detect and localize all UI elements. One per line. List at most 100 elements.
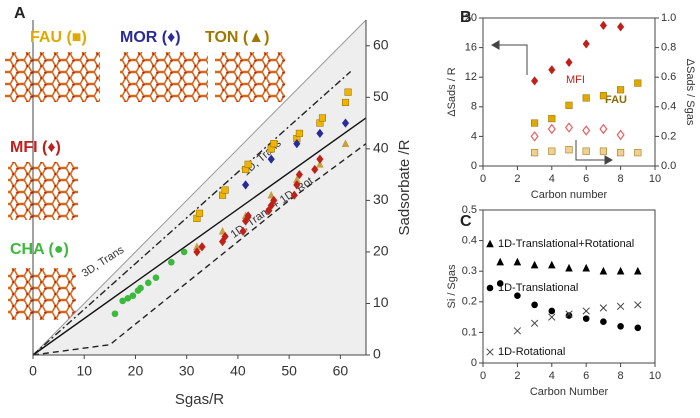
marker: [513, 257, 522, 266]
marker: [617, 149, 625, 157]
marker: [548, 307, 556, 315]
marker: [293, 180, 301, 190]
marker: [565, 146, 573, 154]
marker: [548, 260, 556, 269]
marker: [144, 279, 152, 287]
x-tick-label: 0: [29, 363, 37, 379]
marker: [244, 160, 252, 168]
model-line: [32, 117, 367, 356]
y-tick-label: 0.3: [462, 265, 477, 277]
marker: [531, 301, 538, 309]
marker: [634, 301, 642, 309]
marker: [548, 147, 556, 155]
marker: [290, 190, 298, 200]
x-tick-label: 4: [549, 173, 555, 185]
x-tick-label: 40: [230, 363, 246, 379]
y-tick-label: 60: [373, 36, 389, 52]
marker: [270, 195, 278, 206]
marker: [137, 284, 144, 292]
marker: [318, 114, 327, 122]
marker: [496, 257, 504, 266]
marker: [634, 266, 642, 275]
marker: [547, 123, 556, 135]
x-axis-label: Sgas/R: [175, 391, 224, 408]
panel-label: B: [460, 9, 472, 26]
x-tick-label: 10: [649, 173, 661, 185]
marker: [531, 149, 539, 157]
panel: C 0 2 4 6 8 10 0 0.1 0.2 0.3 0.4 0.5 Carbon Number Si …: [446, 204, 661, 398]
series-label: 1D-Translational+Rotational: [498, 238, 634, 250]
marker: [634, 324, 642, 332]
y-tick-label: 8: [471, 101, 477, 113]
marker: [582, 315, 590, 322]
marker: [600, 318, 607, 325]
marker: [582, 39, 590, 49]
x-tick-label: 10: [649, 370, 661, 382]
marker: [496, 280, 504, 287]
axis-frame: [482, 17, 656, 167]
marker: [195, 209, 204, 217]
marker: [582, 263, 590, 272]
arrows-b: [490, 40, 614, 165]
series-label: TON (▲): [205, 29, 269, 46]
x-tick-label: 10: [76, 363, 92, 379]
marker: [599, 20, 608, 31]
mfi-structure: [8, 162, 78, 220]
panel-label: C: [460, 213, 472, 230]
x-tick-label: 8: [618, 370, 624, 382]
cha-structure: [8, 268, 76, 320]
y2-tick-label: 0.0: [661, 160, 676, 172]
marker: [582, 125, 591, 136]
y-tick-label: 10: [373, 294, 389, 310]
marker: [548, 115, 556, 123]
marker: [311, 164, 319, 175]
model-line: [32, 71, 352, 356]
arrowhead: [490, 40, 500, 50]
marker: [514, 292, 521, 299]
marker: [193, 247, 201, 257]
marker: [617, 86, 625, 94]
marker: [634, 79, 642, 87]
y-axis-label: ΔSads / R: [446, 67, 458, 117]
marker: [193, 242, 201, 251]
marker: [267, 154, 275, 164]
marker: [564, 122, 574, 133]
marker: [582, 307, 590, 315]
y-tick-label: 0.2: [462, 296, 477, 308]
arrow: [575, 140, 612, 161]
marker: [293, 175, 301, 184]
marker: [599, 266, 608, 275]
series-label: FAU (■): [30, 29, 87, 46]
legend-marker: [486, 348, 494, 356]
marker: [548, 65, 556, 75]
marker: [152, 274, 160, 281]
marker: [616, 22, 625, 32]
y-tick-label: 0.1: [462, 326, 477, 338]
x-tick-label: 2: [514, 370, 520, 382]
marker: [270, 140, 278, 148]
marker: [599, 123, 608, 135]
marker: [119, 297, 126, 305]
x-tick-label: 50: [281, 363, 297, 379]
y-axis-label: Si / Sgas: [446, 264, 458, 309]
marker: [530, 260, 539, 269]
panel: B 0 2 4 6 8 10 0 4 8 12 16 20 0.0 0.2 0.4 0.6 0.8 1.0 Carbo…: [446, 9, 696, 201]
marker: [616, 302, 625, 311]
marker: [548, 313, 556, 321]
marker: [239, 226, 247, 237]
marker: [582, 94, 590, 102]
y-tick-label: 20: [373, 243, 389, 259]
y2-tick-label: 0.6: [661, 71, 676, 83]
marker: [531, 119, 539, 127]
marker: [316, 154, 324, 164]
y-tick-label: 50: [373, 88, 389, 104]
marker: [616, 129, 625, 141]
marker: [565, 310, 573, 318]
marker: [616, 266, 625, 275]
ton-structure: [215, 52, 285, 102]
y2-tick-label: 0.2: [661, 130, 676, 142]
x-tick-label: 4: [549, 370, 555, 382]
series-label: MOR (♦): [120, 29, 181, 46]
